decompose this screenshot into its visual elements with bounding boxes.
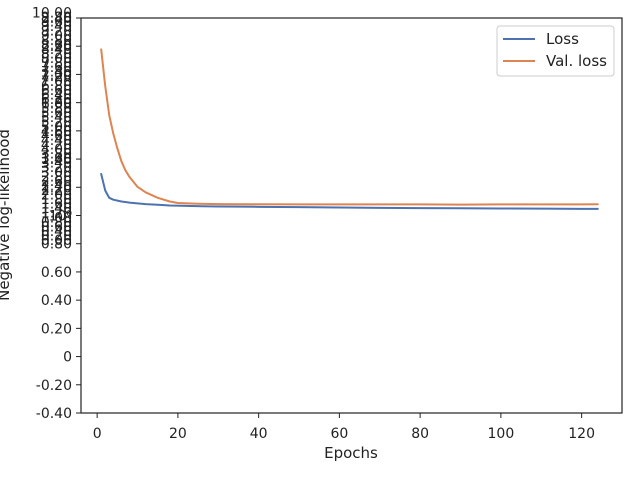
y-overlap-tick-label: 3.60 xyxy=(41,151,72,167)
y-overlap-tick-label: 7.40 xyxy=(41,65,72,81)
y-overlap-tick-label: 5.40 xyxy=(41,110,72,126)
y-overlap-tick-label: 4.00 xyxy=(41,142,72,158)
y-overlap-tick-label: 4.80 xyxy=(41,124,72,140)
y-overlap-tick-label: 1.60 xyxy=(41,197,72,213)
y-overlap-tick-label: 8.20 xyxy=(41,46,72,62)
y-overlap-tick-label: 6.60 xyxy=(41,83,72,99)
y-overlap-tick-label: 0.40 xyxy=(41,224,72,240)
y-overlap-tick-label: 3.20 xyxy=(41,160,72,176)
y-overlap-tick-label: 9.00 xyxy=(41,28,72,44)
y-overlap-tick-label: 0.80 xyxy=(41,215,72,231)
y-tick-label: 0 xyxy=(63,350,72,366)
y-tick-label: 10⁰ xyxy=(49,209,73,225)
y-axis-label: Negative log-likelihood xyxy=(0,129,13,301)
y-overlap-tick-label: 10.00 xyxy=(32,6,72,22)
legend: Loss Val. loss xyxy=(496,25,615,77)
y-overlap-tick-label: 4.60 xyxy=(41,128,72,144)
y-overlap-tick-label: 8.00 xyxy=(41,51,72,67)
y-tick-label: 2.20 xyxy=(41,39,72,55)
y-tick-label: 0.60 xyxy=(41,265,72,281)
y-tick-label: 0.20 xyxy=(41,321,72,337)
y-overlap-tick-label: 8.40 xyxy=(41,42,72,58)
y-overlap-tick-label: 1.40 xyxy=(41,201,72,217)
y-overlap-tick-label: 5.00 xyxy=(41,119,72,135)
y-overlap-tick-label: 7.20 xyxy=(41,69,72,85)
y-overlap-tick-label: 9.20 xyxy=(41,24,72,40)
x-tick-label: 20 xyxy=(169,426,187,442)
y-overlap-tick-label: 0.60 xyxy=(41,219,72,235)
y-overlap-tick-label: 6.40 xyxy=(41,87,72,103)
y-overlap-tick-label: 7.00 xyxy=(41,74,72,90)
y-tick-label: -0.20 xyxy=(36,378,72,394)
x-tick-label: 120 xyxy=(568,426,595,442)
y-overlap-tick-label: 9.80 xyxy=(41,10,72,26)
y-tick-label: 1.80 xyxy=(41,96,72,112)
y-tick-label: 0.40 xyxy=(41,293,72,309)
y-overlap-tick-label: 2.40 xyxy=(41,178,72,194)
y-overlap-tick-label: 6.00 xyxy=(41,97,72,113)
y-tick-label: 1.40 xyxy=(41,152,72,168)
y-overlap-tick-label: 5.60 xyxy=(41,106,72,122)
legend-label-val-loss: Val. loss xyxy=(546,52,607,70)
y-overlap-tick-label: 5.20 xyxy=(41,115,72,131)
y-overlap-tick-label: 8.80 xyxy=(41,33,72,49)
y-overlap-tick-label: 6.80 xyxy=(41,78,72,94)
y-overlap-tick-label: 6.20 xyxy=(41,92,72,108)
y-overlap-tick-label: 1.80 xyxy=(41,192,72,208)
x-tick-label: 40 xyxy=(250,426,268,442)
y-tick-label: 0.80 xyxy=(41,237,72,253)
y-overlap-tick-label: 4.40 xyxy=(41,133,72,149)
y-overlap-tick-label: 5.80 xyxy=(41,101,72,117)
y-overlap-tick-label: 9.40 xyxy=(41,19,72,35)
series-line-val-loss xyxy=(100,48,599,206)
y-overlap-tick-label: 3.40 xyxy=(41,156,72,172)
legend-label-loss: Loss xyxy=(546,30,579,48)
y-overlap-tick-label: 1.00 xyxy=(41,210,72,226)
y-tick-label: 2.00 xyxy=(41,67,72,83)
y-overlap-tick-label: 7.60 xyxy=(41,60,72,76)
y-overlap-tick-label: 0.20 xyxy=(41,228,72,244)
y-tick-label: -0.40 xyxy=(36,406,72,422)
y-tick-label: 1.60 xyxy=(41,124,72,140)
y-overlap-tick-label: 3.80 xyxy=(41,147,72,163)
y-overlap-tick-label: 2.60 xyxy=(41,174,72,190)
y-overlap-tick-label: 7.80 xyxy=(41,56,72,72)
x-axis-label: Epochs xyxy=(324,444,378,462)
x-tick-label: 60 xyxy=(330,426,348,442)
y-tick-label: 2.40 xyxy=(41,11,72,27)
x-tick-label: 100 xyxy=(488,426,515,442)
y-overlap-tick-label: 3.00 xyxy=(41,165,72,181)
y-tick-label: 1.20 xyxy=(41,180,72,196)
y-axis: -0.40-0.2000.200.400.600.8010⁰1.201.401.… xyxy=(32,6,81,422)
y-overlap-tick-label: 9.60 xyxy=(41,15,72,31)
x-axis: 0 20 40 60 80 100 120 xyxy=(93,413,595,442)
x-tick-label: 80 xyxy=(411,426,429,442)
y-overlap-tick-label: 2.80 xyxy=(41,169,72,185)
x-tick-label: 0 xyxy=(93,426,102,442)
y-overlap-tick-label: 2.00 xyxy=(41,188,72,204)
y-overlap-tick-label: 2.20 xyxy=(41,183,72,199)
y-overlap-tick-label: 1.20 xyxy=(41,206,72,222)
y-overlap-tick-label: 0.00 xyxy=(41,233,72,249)
series-layer xyxy=(100,48,599,210)
y-overlap-tick-label: 4.20 xyxy=(41,137,72,153)
y-overlap-tick-label: 8.60 xyxy=(41,37,72,53)
series-line-loss xyxy=(100,173,599,210)
